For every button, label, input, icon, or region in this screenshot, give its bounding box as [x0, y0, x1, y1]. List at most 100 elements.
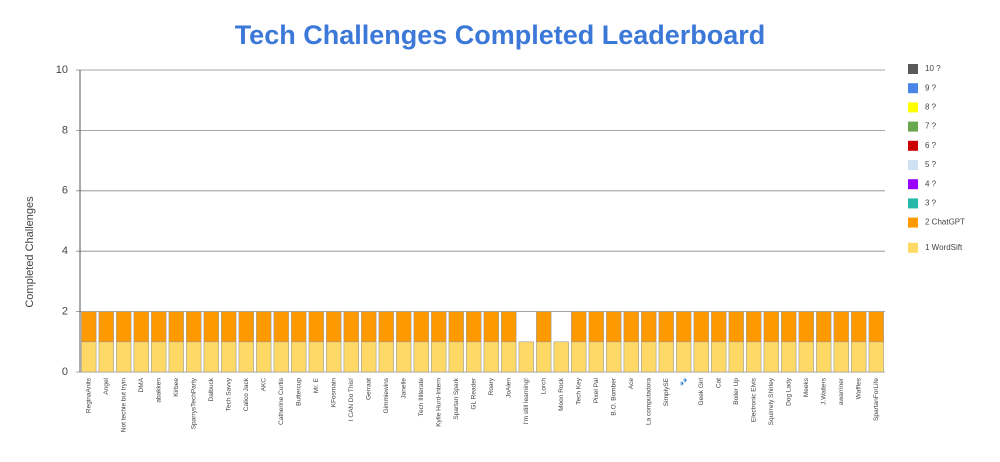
bar-segment: [326, 311, 342, 343]
bar-segment: [781, 311, 797, 343]
x-tick-label: Calico Jack: [243, 377, 250, 411]
x-tick-label: Mr. E: [313, 377, 320, 393]
bar-segment: [273, 311, 289, 343]
bar-segment: [798, 311, 814, 343]
bar-segment: [203, 341, 219, 373]
bar-segment: [448, 341, 464, 373]
x-tick-label: B.O. Bomber: [610, 377, 617, 415]
x-tick-label: Boiler Up: [733, 378, 740, 405]
legend-label: 4 ?: [925, 179, 937, 188]
x-tick-label: SimplySE: [663, 377, 670, 406]
bar-segment: [396, 341, 412, 373]
bar-segment: [798, 341, 814, 373]
y-tick-label: 8: [62, 124, 68, 136]
x-tick-label: Electronic Elvis: [750, 377, 757, 422]
x-tick-label: SparrysTechParty: [190, 377, 197, 429]
y-tick-label: 2: [62, 306, 68, 318]
legend-label: 5 ?: [925, 160, 937, 169]
bar-segment: [203, 311, 219, 343]
bar-segment: [273, 341, 289, 373]
x-tick-label: Meeks: [803, 377, 810, 397]
legend-swatch: [908, 242, 918, 253]
bar-segment: [431, 341, 447, 373]
x-tick-label: Geek Girl: [698, 377, 705, 405]
bar-segment: [466, 311, 482, 343]
bar-segment: [151, 311, 167, 343]
bar-segment: [483, 311, 499, 343]
legend-swatch: [908, 217, 918, 228]
bar-segment: [221, 311, 237, 343]
bar-segment: [763, 311, 779, 343]
x-tick-label: I'm still learning!: [523, 378, 530, 425]
x-tick-label: Tech Illiterate: [418, 378, 425, 417]
x-tick-label: JoAlen: [505, 378, 512, 398]
bar-segment: [676, 311, 692, 343]
legend-label: 2 ChatGPT: [925, 218, 965, 227]
x-tick-label: SpartanForLife: [873, 378, 880, 421]
x-tick-label: 🐾: [679, 378, 687, 386]
bar-segment: [833, 311, 849, 343]
bar-segment: [326, 341, 342, 373]
bar-segment: [693, 341, 709, 373]
bar-segment: [186, 311, 202, 343]
x-tick-label: Spartan Spark: [453, 377, 460, 419]
bar-segment: [711, 311, 727, 343]
bar-segment: [868, 341, 884, 373]
bar-segment: [536, 311, 552, 343]
bar-segment: [588, 311, 604, 343]
x-tick-label: Tech Savvy: [225, 377, 232, 411]
chart-title: Tech Challenges Completed Leaderboard: [235, 20, 766, 50]
bar-segment: [466, 341, 482, 373]
bar-segment: [378, 341, 394, 373]
legend-swatch: [908, 140, 918, 151]
bar-segment: [571, 311, 587, 343]
legend-label: 8 ?: [925, 103, 937, 112]
bar-segment: [343, 311, 359, 343]
legend-label: 1 WordSift: [925, 243, 963, 252]
bar-segment: [816, 311, 832, 343]
bar-segment: [816, 341, 832, 373]
bar-segment: [851, 311, 867, 343]
legend-swatch: [908, 83, 918, 94]
bar-segment: [361, 341, 377, 373]
bar-segment: [81, 311, 97, 343]
legend-swatch: [908, 198, 918, 209]
bar-segment: [238, 341, 254, 373]
legend-swatch: [908, 64, 918, 74]
y-tick-label: 4: [62, 245, 68, 257]
bar-segment: [728, 341, 744, 373]
bar-segment: [606, 341, 622, 373]
bar-segment: [133, 311, 149, 343]
x-tick-label: Gerraat: [365, 378, 372, 400]
bar-segment: [641, 341, 657, 373]
x-tick-label: Moon Rock: [558, 377, 565, 411]
y-axis-label: Completed Challenges: [24, 196, 36, 308]
bar-segment: [291, 341, 307, 373]
bar-segment: [588, 341, 604, 373]
x-tick-label: Roary: [488, 377, 495, 395]
bar-segment: [693, 311, 709, 343]
bar-segment: [483, 341, 499, 373]
legend-swatch: [908, 121, 918, 132]
bar-segment: [431, 311, 447, 343]
legend-label: 3 ?: [925, 199, 937, 208]
bar-segment: [396, 311, 412, 343]
bar-segment: [413, 311, 429, 343]
x-tick-label: I CAN Do This!: [348, 378, 355, 421]
x-tick-label: DMA: [138, 377, 145, 392]
x-tick-label: Waffles: [855, 377, 862, 399]
legend-label: 6 ?: [925, 141, 937, 150]
bar-segment: [501, 311, 517, 343]
legend-label: 9 ?: [925, 83, 937, 92]
bar-segment: [781, 341, 797, 373]
x-tick-label: Catherine Curtis: [278, 377, 285, 425]
bar-segment: [308, 311, 324, 343]
bar-segment: [746, 311, 762, 343]
y-tick-label: 6: [62, 185, 68, 197]
x-tick-label: Angel: [103, 377, 110, 394]
bar-segment: [518, 341, 534, 373]
bar-segment: [763, 341, 779, 373]
bar-segment: [133, 341, 149, 373]
x-tick-label: Squirrely Shirley: [768, 377, 775, 425]
